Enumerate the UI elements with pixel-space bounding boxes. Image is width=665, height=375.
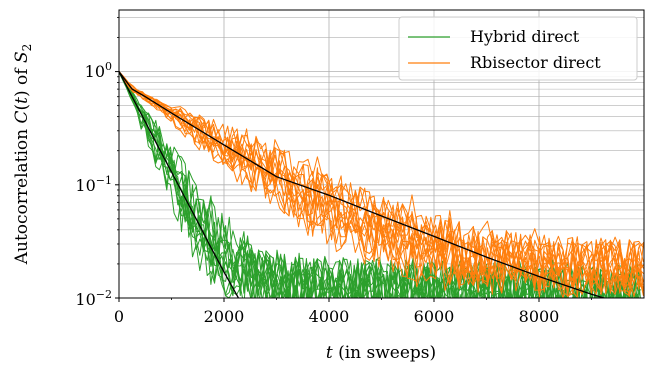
y-tick-label-1e-1: 10−1 xyxy=(75,174,112,195)
x-tick-label-8000: 8000 xyxy=(519,307,560,326)
y-axis-label: Autocorrelation C(t) of S2 xyxy=(12,44,34,266)
y-tick-labels: 100 10−1 10−2 xyxy=(75,60,112,309)
x-tick-label-0: 0 xyxy=(114,307,124,326)
legend-label-hybrid: Hybrid direct xyxy=(470,27,580,46)
series-lines xyxy=(119,71,644,323)
x-tick-label-4000: 4000 xyxy=(309,307,350,326)
x-tick-labels: 0 2000 4000 6000 8000 xyxy=(114,307,559,326)
legend: Hybrid direct Rbisector direct xyxy=(399,17,637,80)
x-tick-label-6000: 6000 xyxy=(414,307,455,326)
x-tick-label-2000: 2000 xyxy=(204,307,245,326)
y-tick-label-1e0: 100 xyxy=(85,60,112,81)
x-axis-label: t (in sweeps) xyxy=(326,343,436,363)
run-line-rbisector xyxy=(119,72,644,296)
run-line-rbisector xyxy=(119,72,644,294)
legend-label-rbisector: Rbisector direct xyxy=(470,53,601,72)
y-tick-label-1e-2: 10−2 xyxy=(75,288,112,309)
